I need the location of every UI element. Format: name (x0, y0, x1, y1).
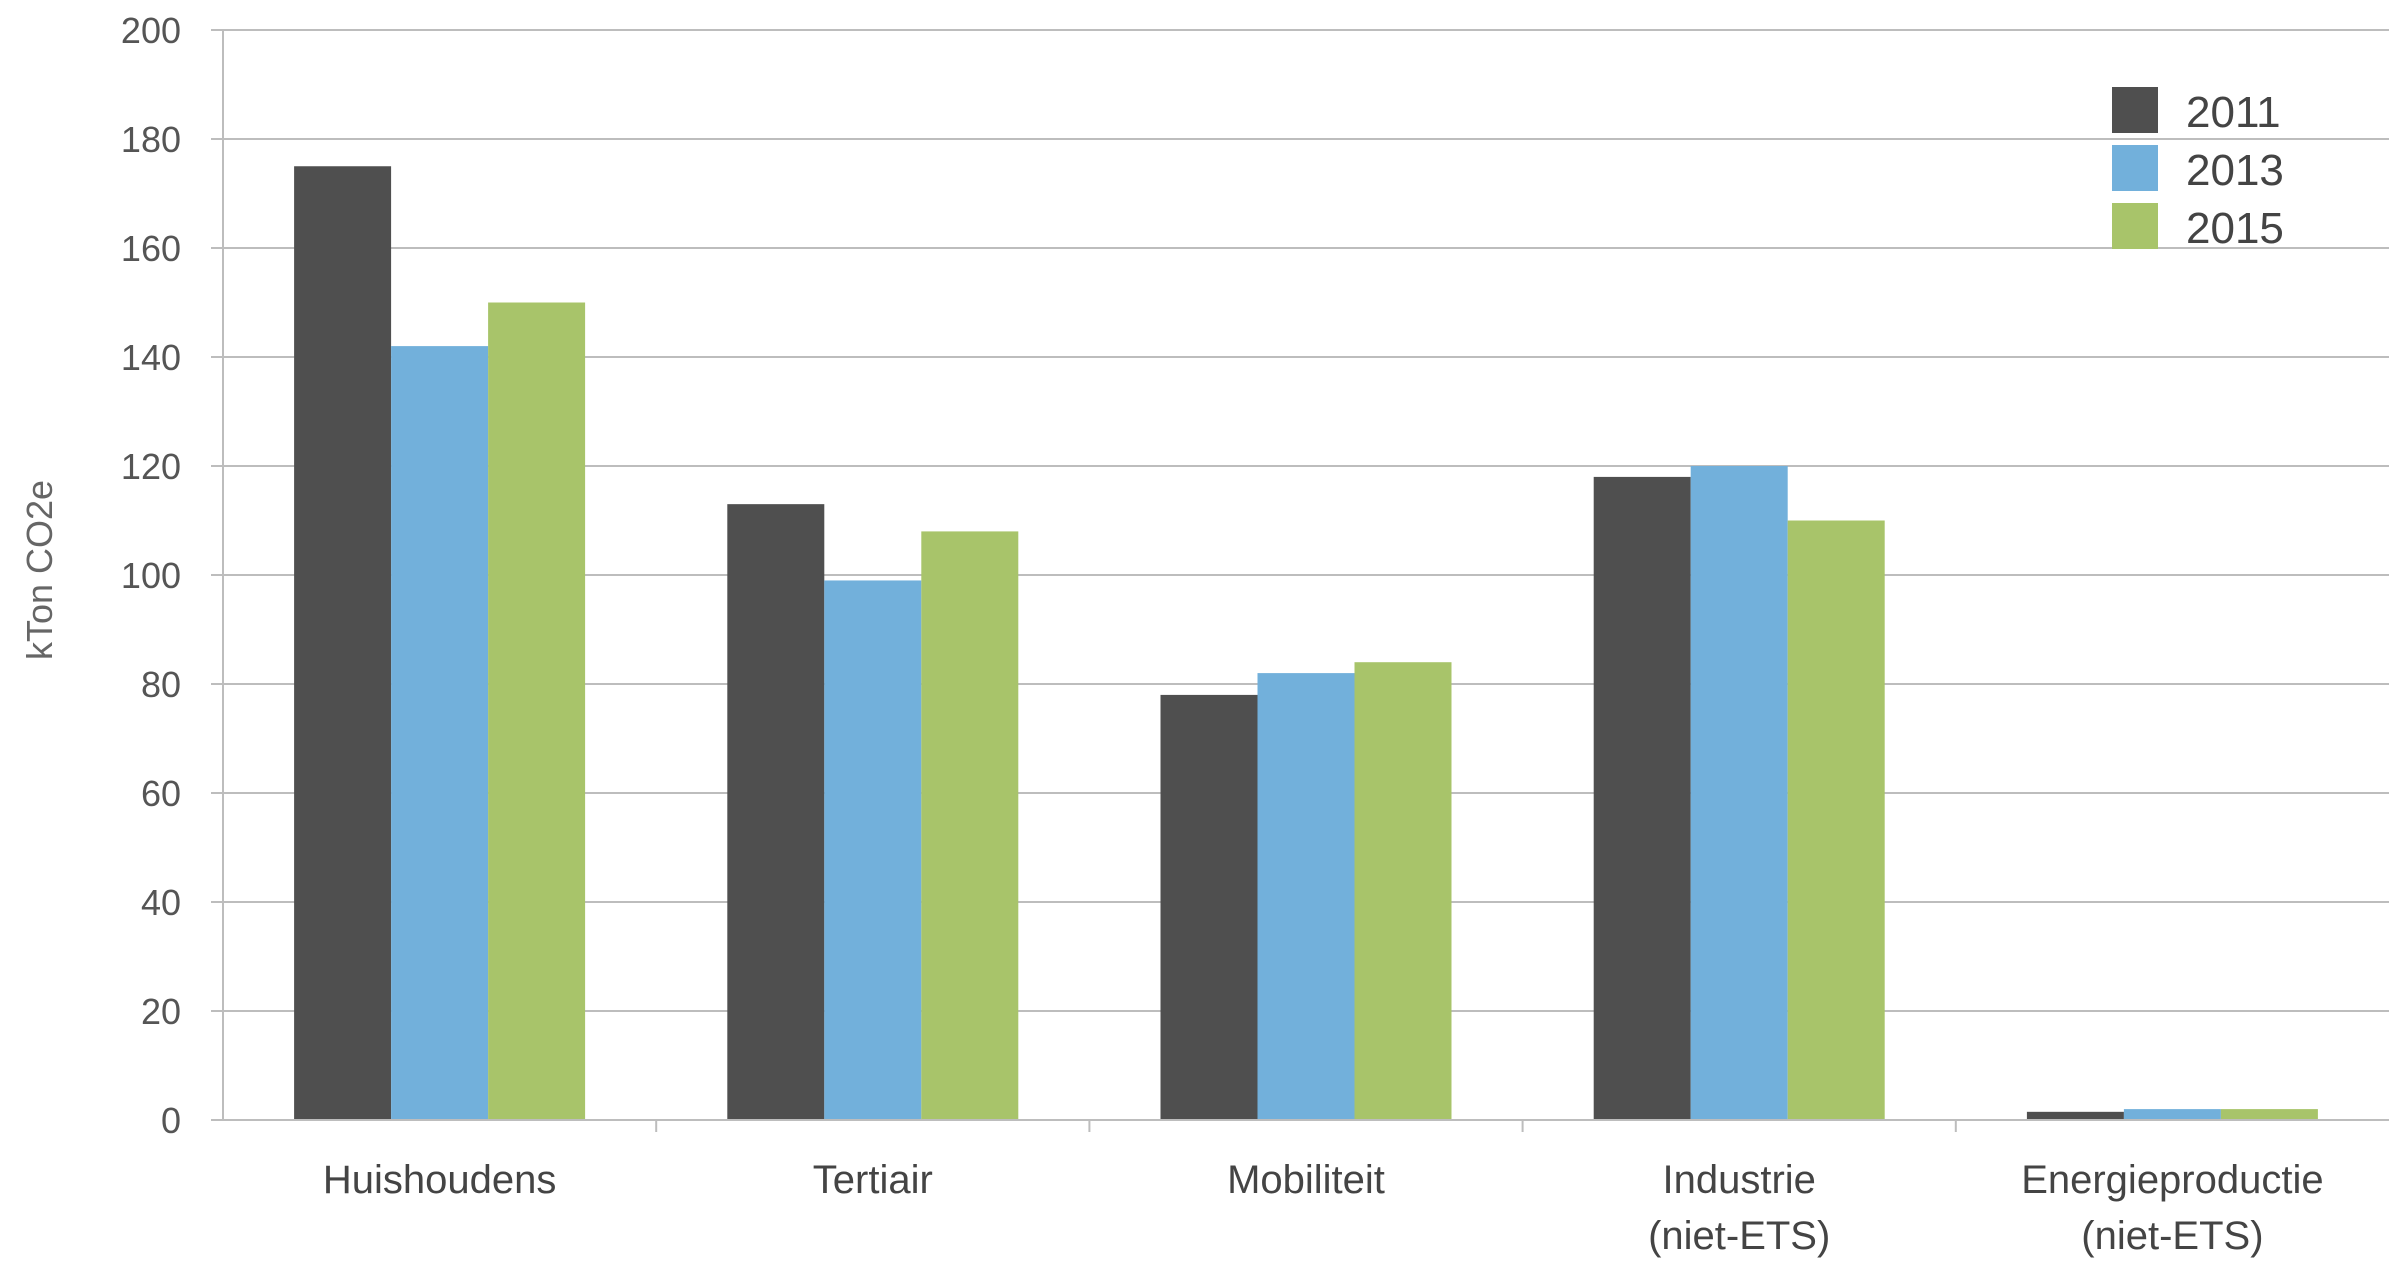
bar-2011-3 (1593, 476, 1691, 1120)
x-axis: Huishoudens Tertiair Mobiliteit Industrie (n… (223, 1119, 2389, 1258)
legend-swatch-2011 (2112, 87, 2158, 133)
x-tick-label-line: (niet-ETS) (1648, 1214, 1830, 1258)
bar-2015-3 (1787, 520, 1885, 1120)
y-tick-label: 60 (141, 773, 181, 814)
bar-2011-2 (1160, 694, 1258, 1120)
x-tick-label-line: (niet-ETS) (2081, 1214, 2263, 1258)
x-tick-label-line: Mobiliteit (1227, 1158, 1385, 1202)
x-tick-label: Tertiair (813, 1158, 933, 1202)
bar-2013-1 (824, 580, 922, 1120)
y-tick-label: 100 (121, 555, 181, 596)
x-tick-label-line: Tertiair (813, 1158, 933, 1202)
y-tick-label: 20 (141, 991, 181, 1032)
y-tick-label: 200 (121, 10, 181, 51)
x-tick-label: Energieproductie (niet-ETS) (2021, 1158, 2323, 1258)
legend-swatch-2013 (2112, 145, 2158, 191)
y-tick-label: 180 (121, 119, 181, 160)
bar-2015-2 (1354, 662, 1452, 1120)
x-tick-label-line: Huishoudens (323, 1158, 557, 1202)
x-tick-label: Mobiliteit (1227, 1158, 1385, 1202)
y-tick-label: 40 (141, 882, 181, 923)
bar-2013-2 (1257, 673, 1355, 1120)
y-tick-label: 140 (121, 337, 181, 378)
legend-label-2013: 2013 (2186, 146, 2284, 195)
bar-2015-0 (488, 302, 586, 1120)
bar-2013-3 (1690, 466, 1788, 1120)
y-tick-label: 0 (161, 1100, 181, 1141)
bar-2013-4 (2123, 1109, 2221, 1120)
y-tick-label: 120 (121, 446, 181, 487)
legend: 2011 2013 2015 (2112, 87, 2284, 253)
legend-label-2011: 2011 (2186, 88, 2281, 137)
x-tick-label-line: Industrie (1662, 1158, 1815, 1202)
bar-2013-0 (391, 346, 489, 1121)
legend-label-2015: 2015 (2186, 204, 2284, 253)
x-tick-label-line: Energieproductie (2021, 1158, 2323, 1202)
y-tick-label: 80 (141, 664, 181, 705)
y-axis-label: kTon CO2e (19, 480, 60, 660)
x-tick-label: Industrie (niet-ETS) (1648, 1158, 1830, 1258)
bar-2015-4 (2220, 1109, 2318, 1120)
legend-swatch-2015 (2112, 203, 2158, 249)
x-tick-label: Huishoudens (323, 1158, 557, 1202)
y-axis: 0 20 40 60 80 100 120 140 160 180 200 (121, 10, 224, 1141)
bar-2011-1 (727, 504, 825, 1120)
bar-2011-0 (294, 166, 392, 1120)
y-tick-label: 160 (121, 228, 181, 269)
bars (294, 166, 2318, 1121)
bar-2011-4 (2026, 1111, 2124, 1120)
bar-2015-1 (921, 531, 1019, 1120)
